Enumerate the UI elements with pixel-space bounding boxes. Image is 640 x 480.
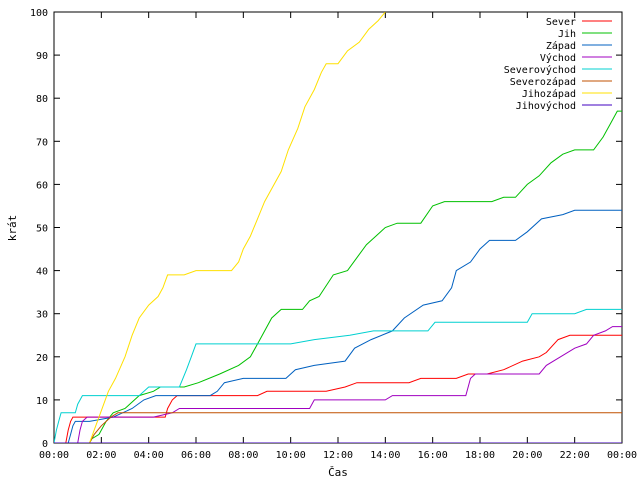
y-tick-label: 40 [36,267,48,278]
y-tick-label: 0 [42,439,48,450]
y-tick-label: 70 [36,137,48,148]
legend-label-jihozapad: Jihozápad [522,88,576,100]
series-line-jihozapad [54,12,386,443]
legend-label-jih: Jih [558,29,576,40]
y-tick-label: 50 [36,224,48,235]
x-tick-label: 10:00 [276,450,306,461]
legend: SeverJihZápadVýchodSeverovýchodSeverozáp… [504,17,612,112]
y-axis-title: krát [6,215,19,242]
x-axis: 00:00 02:00 04:00 06:00 08:00 10:00 12:00 14:00… [39,12,637,461]
series-line-jih [54,110,622,443]
legend-label-severovychod: Severovýchod [504,64,576,76]
y-tick-label: 20 [36,353,48,364]
y-tick-label: 90 [36,51,48,62]
x-tick-label: 18:00 [465,450,495,461]
legend-label-severozapad: Severozápad [510,76,576,88]
x-tick-label: 08:00 [228,450,258,461]
y-tick-label: 80 [36,94,48,105]
legend-label-zapad: Západ [546,40,576,52]
x-tick-label: 20:00 [512,450,542,461]
x-tick-label: 22:00 [560,450,590,461]
legend-label-sever: Sever [546,17,576,28]
x-tick-label: 16:00 [418,450,448,461]
series-line-vychod [54,326,622,443]
x-tick-label: 14:00 [370,450,400,461]
series-line-severovychod [54,308,622,443]
x-tick-label: 00:00 [607,450,637,461]
x-tick-label: 06:00 [181,450,211,461]
x-tick-label: 02:00 [86,450,116,461]
x-tick-label: 00:00 [39,450,69,461]
series-line-sever [54,334,622,443]
series-lines [54,12,622,443]
x-tick-label: 12:00 [323,450,353,461]
series-line-severozapad [54,412,622,443]
y-tick-label: 10 [36,396,48,407]
y-tick-label: 60 [36,180,48,191]
y-axis: 0 10 20 30 40 50 60 70 80 90 100 [30,8,622,450]
legend-label-jihovychod: Jihovýchod [516,100,576,112]
legend-label-vychod: Východ [540,52,576,64]
y-tick-label: 100 [30,8,48,19]
series-line-zapad [54,209,622,443]
x-tick-label: 04:00 [134,450,164,461]
x-axis-title: Čas [328,466,348,479]
y-tick-label: 30 [36,310,48,321]
